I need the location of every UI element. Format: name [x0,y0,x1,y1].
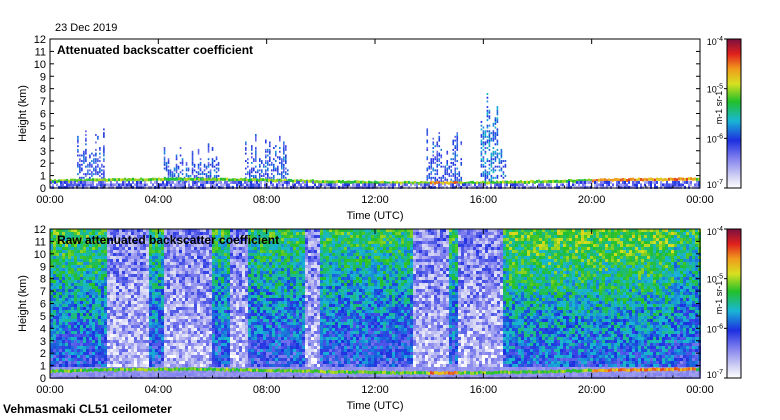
y-axis-label: Height (km) [17,85,29,142]
x-axis-label: Time (UTC) [346,210,403,222]
date-label: 23 Dec 2019 [55,22,117,34]
backscatter-heatmap [50,93,700,189]
y-tick-label: 7 [40,96,46,108]
y-tick-label: 12 [34,224,46,236]
x-tick-label: 12:00 [361,384,389,396]
panel-title: Attenuated backscatter coefficient [57,43,253,57]
y-tick-label: 12 [34,34,46,46]
colorbar-label: m-1 sr-1 [714,91,724,125]
panel-title: Raw attenuated backscatter coefficient [57,233,279,247]
colorbar-tick-label: 10-4 [707,226,723,237]
colorbar-tick-label: 10-7 [707,369,723,380]
y-tick-label: 4 [40,323,46,335]
colorbar-tick-label: 10-4 [707,36,723,47]
colorbar-tick-label: 10-5 [707,84,723,95]
y-tick-label: 10 [34,59,46,71]
y-tick-label: 11 [35,236,46,248]
y-tick-label: 3 [40,146,46,158]
colorbar-label: m-1 sr-1 [714,281,724,315]
colorbar [726,228,742,379]
x-tick-label: 00:00 [36,384,64,396]
y-axis-label: Height (km) [17,275,29,332]
y-tick-label: 5 [40,311,46,323]
x-tick-label: 04:00 [145,384,173,396]
x-tick-label: 00:00 [36,194,64,206]
y-tick-label: 9 [40,71,46,83]
y-tick-label: 8 [40,274,46,286]
y-tick-label: 3 [40,336,46,348]
x-tick-label: 08:00 [253,194,281,206]
instrument-label: Vehmasmaki CL51 ceilometer [3,402,172,416]
y-tick-label: 0 [40,183,46,195]
x-tick-label: 04:00 [145,194,173,206]
colorbar [726,38,742,189]
y-tick-label: 6 [40,299,46,311]
x-tick-label: 16:00 [470,194,498,206]
x-tick-label: 20:00 [578,384,606,396]
x-tick-label: 00:00 [686,384,714,396]
y-tick-label: 9 [40,261,46,273]
x-tick-label: 20:00 [578,194,606,206]
colorbar-tick-label: 10-6 [707,133,723,144]
y-tick-label: 4 [40,133,46,145]
y-tick-label: 0 [40,373,46,385]
y-tick-label: 7 [40,286,46,298]
x-tick-label: 16:00 [470,384,498,396]
x-tick-label: 08:00 [253,384,281,396]
panel-attenuated-backscatter: Attenuated backscatter coefficient012345… [17,34,742,222]
y-tick-label: 2 [40,348,46,360]
colorbar-tick-label: 10-7 [707,179,723,190]
colorbar-tick-label: 10-6 [707,323,723,334]
x-axis-label: Time (UTC) [346,400,403,412]
x-tick-label: 12:00 [361,194,389,206]
y-tick-label: 11 [35,46,46,58]
colorbar-tick-label: 10-5 [707,274,723,285]
y-tick-label: 2 [40,158,46,170]
y-tick-label: 1 [40,171,46,183]
backscatter-heatmap [50,229,701,379]
panel-raw-attenuated-backscatter: Raw attenuated backscatter coefficient01… [17,224,742,412]
y-tick-label: 1 [40,361,46,373]
plot-area [50,39,700,188]
y-tick-label: 6 [40,109,46,121]
y-tick-label: 10 [34,249,46,261]
x-tick-label: 00:00 [686,194,714,206]
y-tick-label: 8 [40,84,46,96]
y-tick-label: 5 [40,121,46,133]
